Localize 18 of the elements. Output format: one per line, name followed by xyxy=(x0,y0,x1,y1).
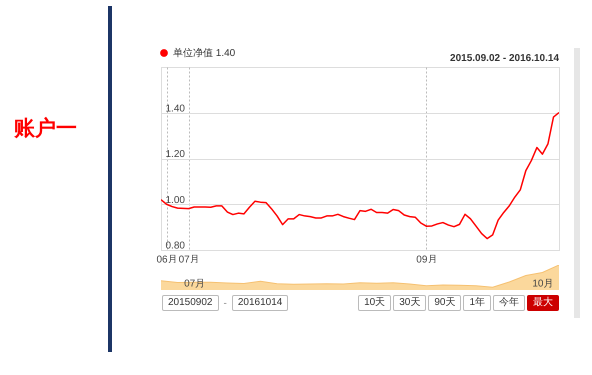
y-tick-label: 1.20 xyxy=(166,149,186,160)
text: 账户一 xyxy=(14,115,77,142)
range-button: 90天 xyxy=(428,295,462,311)
range-button: 10天 xyxy=(358,295,392,311)
y-tick-label: 0.80 xyxy=(166,240,186,252)
range-button: 最大 xyxy=(527,295,559,311)
text: - xyxy=(224,298,227,308)
range-button: 30天 xyxy=(393,295,426,311)
chart-subtitle: 2015.09.02 - 2016.10.14 xyxy=(450,53,559,64)
range-button: 1年 xyxy=(463,295,491,311)
y-tick-label: 1.40 xyxy=(166,103,186,114)
legend-label: 单位净值 1.40 xyxy=(173,47,236,59)
range-button: 今年 xyxy=(493,295,525,311)
x-tick-label: 07月 xyxy=(184,278,206,290)
y-tick-label: 1.00 xyxy=(166,194,186,206)
x-tick-label: 10月 xyxy=(532,278,554,290)
date-field: 20161014 xyxy=(232,295,288,311)
date-field: 20150902 xyxy=(162,295,218,311)
